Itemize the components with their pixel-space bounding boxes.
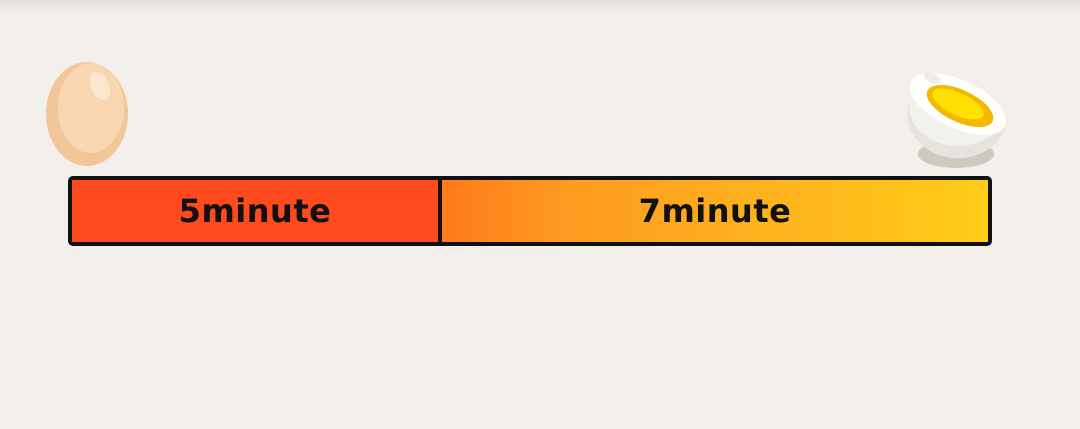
- timer-segment-7min[interactable]: 7minute: [442, 180, 988, 242]
- raw-egg-icon: [46, 62, 128, 166]
- cooking-timer-bar: 5minute 7minute: [68, 176, 992, 246]
- top-shadow: [0, 0, 1080, 14]
- boiled-egg-half-icon: [907, 72, 1007, 168]
- timer-segment-5min[interactable]: 5minute: [72, 180, 442, 242]
- segment-label: 7minute: [638, 192, 792, 230]
- segment-label: 5minute: [178, 192, 332, 230]
